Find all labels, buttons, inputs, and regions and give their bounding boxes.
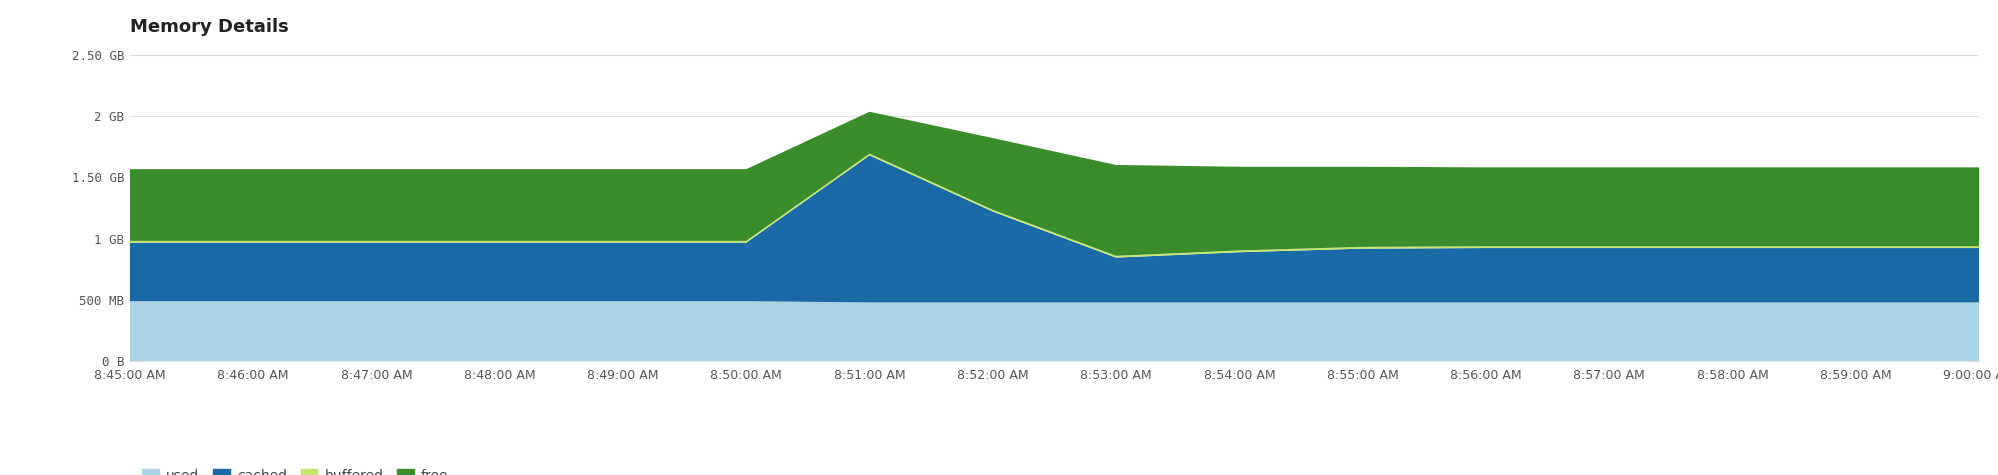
Legend: used, cached, buffered, free: used, cached, buffered, free bbox=[136, 464, 454, 475]
Text: Memory Details: Memory Details bbox=[130, 18, 288, 36]
